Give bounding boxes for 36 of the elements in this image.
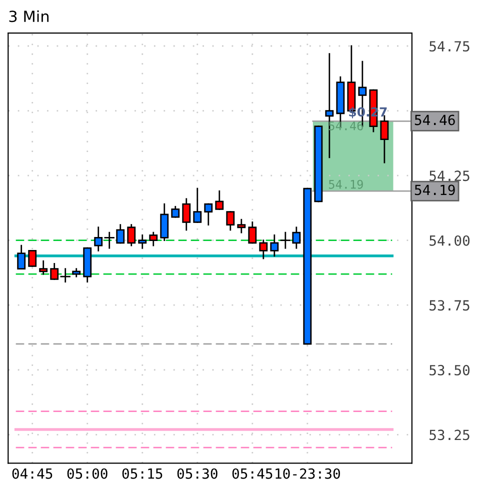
ref-line-label: 54.19 <box>414 184 455 196</box>
candlestick <box>94 226 103 252</box>
chart-title: 3 Min <box>9 10 49 22</box>
candlestick <box>160 203 169 242</box>
ref-line-label: 54.46 <box>414 114 455 126</box>
y-tick-label: 53.50 <box>430 364 470 376</box>
y-tick-label: 54.00 <box>430 235 470 246</box>
candlestick <box>138 234 147 249</box>
candlestick <box>237 218 246 234</box>
y-tick-label: 53.75 <box>430 300 470 311</box>
candlestick <box>204 203 213 226</box>
candlestick <box>193 188 202 223</box>
candlestick <box>50 262 59 280</box>
candlestick <box>182 198 191 231</box>
candlestick <box>215 190 224 210</box>
candlestick <box>171 206 180 218</box>
candlestick <box>270 234 279 257</box>
x-tick-label: 05:45 <box>232 468 272 479</box>
candlestick <box>60 268 70 282</box>
x-tick-label: 05:15 <box>122 468 162 479</box>
candlestick <box>259 240 268 260</box>
candlestick <box>17 244 26 270</box>
annotation: 54.19 <box>328 180 363 189</box>
x-tick-label: 05:30 <box>177 468 218 479</box>
y-tick-label: 54.75 <box>430 41 470 52</box>
candlestick <box>226 211 235 231</box>
candlestick <box>149 232 158 246</box>
candlestick <box>248 222 257 244</box>
candlestick <box>39 260 48 275</box>
x-tick-label: 10-23:30 <box>276 468 340 479</box>
candlestick <box>127 224 136 246</box>
x-tick-label: 04:45 <box>12 468 52 479</box>
candlestick <box>28 250 37 267</box>
x-tick-label: 05:00 <box>67 468 108 479</box>
y-tick-label: 53.25 <box>430 430 470 440</box>
y-tick-label: 54.25 <box>430 170 470 182</box>
